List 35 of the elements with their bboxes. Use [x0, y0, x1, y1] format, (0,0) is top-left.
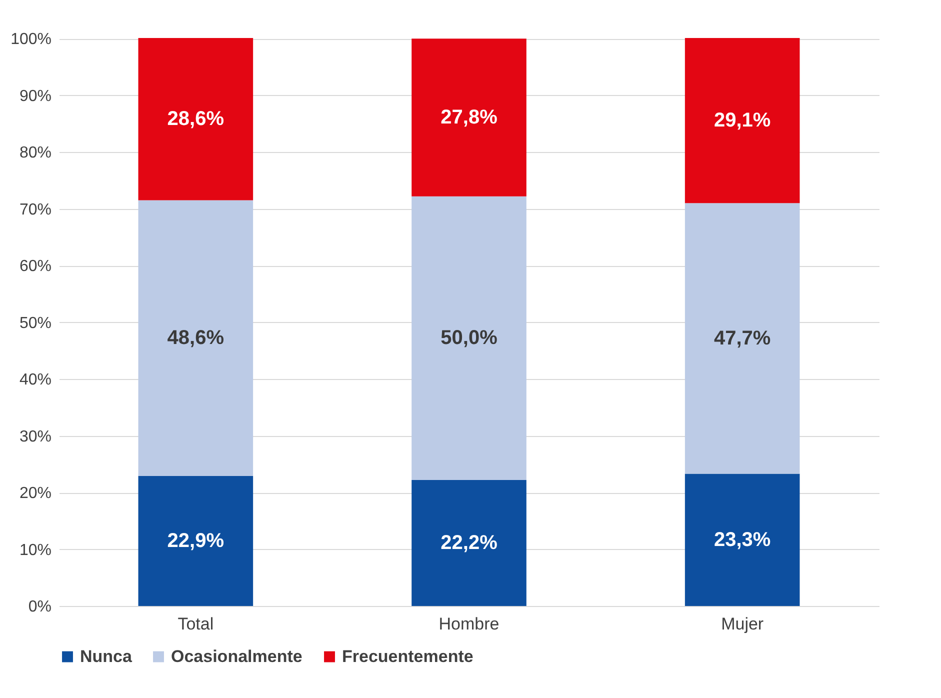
data-label: 28,6% — [167, 108, 224, 130]
bar — [138, 38, 254, 200]
y-tick-label: 20% — [19, 485, 52, 502]
y-tick-label: 60% — [19, 258, 52, 276]
data-label: 50,0% — [440, 327, 498, 350]
bar — [138, 476, 254, 606]
x-tick-label: Total — [178, 614, 214, 634]
data-label: 22,2% — [440, 532, 498, 554]
data-label: 47,7% — [714, 327, 771, 350]
legend-label: Frecuentemente — [342, 646, 474, 666]
x-tick-label: Hombre — [438, 614, 500, 634]
bar — [684, 203, 800, 474]
y-tick-label: 50% — [19, 314, 52, 332]
legend-label: Ocasionalmente — [171, 646, 302, 666]
data-label: 23,3% — [714, 528, 771, 551]
data-label: 27,8% — [440, 106, 498, 128]
y-tick-label: 30% — [19, 428, 52, 446]
bar — [684, 474, 800, 606]
y-tick-label: 90% — [19, 88, 52, 105]
bar — [412, 196, 526, 480]
data-label: 29,1% — [714, 110, 771, 132]
bar — [412, 480, 526, 606]
y-tick-label: 70% — [19, 201, 52, 218]
y-tick-label: 10% — [19, 542, 52, 559]
data-label: 48,6% — [167, 327, 224, 350]
bar — [138, 200, 254, 476]
legend-label: Nunca — [80, 646, 132, 666]
bar — [412, 38, 526, 196]
bar — [684, 38, 800, 204]
y-tick-label: 40% — [19, 372, 52, 389]
y-tick-label: 0% — [28, 598, 52, 616]
data-label: 22,9% — [167, 530, 224, 552]
y-tick-label: 100% — [10, 31, 52, 48]
x-tick-label: Mujer — [721, 614, 764, 634]
y-tick-label: 80% — [19, 144, 52, 162]
